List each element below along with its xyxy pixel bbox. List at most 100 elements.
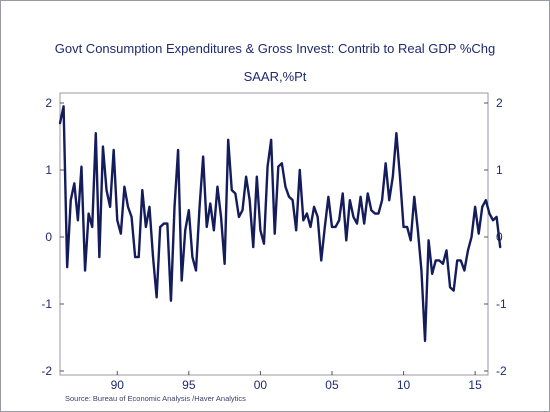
data-point	[345, 239, 347, 241]
data-point	[360, 196, 362, 198]
data-point	[130, 216, 133, 218]
data-point	[145, 226, 147, 228]
x-tick-label: 95	[182, 378, 196, 392]
data-point	[428, 239, 430, 241]
data-point	[266, 166, 269, 168]
y-tick-label-left: -1	[41, 297, 52, 311]
data-point	[499, 246, 501, 248]
data-point	[435, 259, 437, 262]
data-point	[402, 226, 405, 228]
data-point	[195, 269, 197, 272]
data-point	[277, 166, 279, 168]
data-point	[481, 206, 483, 208]
data-point	[356, 223, 358, 225]
x-tick-label: 05	[325, 378, 339, 392]
data-point	[288, 196, 290, 198]
data-point	[209, 202, 211, 205]
data-point	[224, 263, 226, 265]
y-tick-label-left: -2	[41, 364, 52, 378]
data-point	[392, 176, 394, 178]
data-point	[302, 219, 304, 221]
data-point	[263, 243, 265, 245]
data-point	[70, 199, 72, 201]
data-point	[349, 199, 351, 201]
y-tick-label-left: 1	[45, 163, 52, 177]
data-point	[453, 290, 455, 292]
chart-subtitle: SAAR,%Pt	[243, 69, 307, 84]
data-point	[338, 219, 340, 221]
data-point	[123, 186, 126, 188]
chart-title: Govt Consumption Expenditures & Gross In…	[54, 41, 496, 56]
data-point	[73, 182, 75, 184]
data-point	[474, 206, 476, 208]
data-point	[234, 192, 236, 195]
data-point	[245, 176, 247, 178]
data-point	[438, 259, 440, 262]
data-point	[109, 206, 111, 208]
data-point	[495, 216, 498, 218]
data-point	[431, 273, 433, 275]
data-point	[62, 105, 65, 107]
data-point	[449, 286, 451, 288]
data-point	[363, 223, 365, 225]
data-point	[91, 226, 93, 228]
data-point	[206, 226, 208, 228]
data-point	[202, 156, 204, 158]
data-point	[456, 259, 458, 262]
series-layer	[58, 105, 502, 343]
data-point	[138, 256, 140, 258]
data-point	[238, 216, 240, 218]
data-point	[295, 229, 297, 231]
data-point	[220, 216, 222, 218]
data-point	[227, 139, 229, 141]
y-tick-label-left: 2	[45, 96, 52, 110]
x-tick-label: 15	[468, 378, 482, 392]
data-point	[105, 189, 108, 191]
data-point	[170, 300, 172, 302]
data-point	[327, 196, 329, 198]
data-point	[306, 212, 308, 215]
x-axis: 90 95 00 05 10 15	[111, 371, 482, 392]
data-point	[77, 219, 79, 221]
data-point	[152, 256, 154, 258]
data-point	[256, 176, 258, 178]
data-point	[216, 186, 219, 188]
data-point	[141, 189, 143, 191]
data-point	[388, 199, 390, 201]
data-point	[95, 132, 97, 134]
data-point	[59, 122, 61, 124]
data-point	[377, 212, 380, 215]
data-point	[66, 266, 68, 268]
data-point	[163, 223, 165, 225]
data-point	[385, 162, 387, 164]
data-point	[134, 256, 136, 258]
data-point	[331, 226, 333, 228]
data-point	[249, 199, 251, 201]
data-point	[292, 199, 294, 201]
data-point	[413, 196, 415, 198]
data-point	[270, 139, 272, 141]
data-point	[410, 239, 412, 241]
data-point	[181, 279, 183, 282]
data-point	[417, 229, 419, 231]
data-point	[424, 340, 426, 342]
data-point	[420, 269, 423, 272]
data-point	[213, 229, 215, 231]
data-point	[148, 206, 151, 208]
data-point	[485, 199, 487, 201]
data-point	[127, 206, 129, 208]
series-line	[58, 105, 502, 343]
data-point	[324, 226, 326, 228]
data-point	[188, 209, 190, 211]
data-point	[395, 132, 397, 134]
data-point	[492, 219, 494, 221]
data-point	[342, 192, 344, 195]
data-point	[252, 246, 254, 248]
data-point	[381, 199, 383, 201]
data-point	[102, 145, 104, 148]
data-point	[463, 269, 465, 272]
data-point	[317, 216, 319, 218]
y-tick-label-right: 2	[496, 96, 503, 110]
data-point	[284, 186, 287, 188]
